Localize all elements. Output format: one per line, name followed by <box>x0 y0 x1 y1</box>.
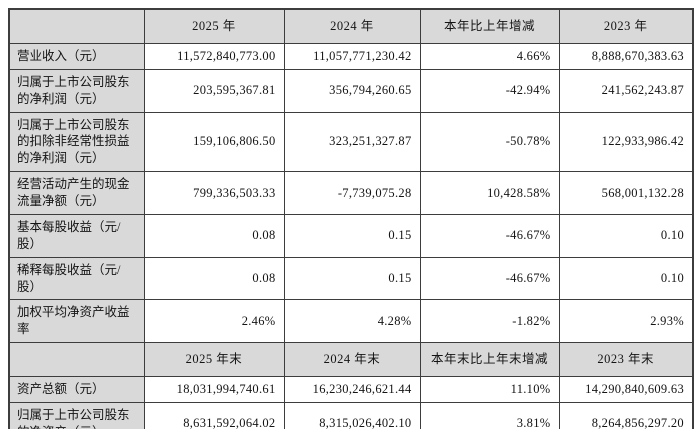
value-2024: 4.28% <box>283 299 421 344</box>
value-2024: 16,230,246,621.44 <box>283 376 421 403</box>
value-2024: 323,251,327.87 <box>283 111 421 173</box>
row-label: 营业收入（元） <box>8 42 145 70</box>
section1-header-2025: 2025 年 <box>143 8 285 44</box>
table-row-revenue: 营业收入（元） 11,572,840,773.00 11,057,771,230… <box>8 42 694 70</box>
value-2023: 8,888,670,383.63 <box>558 42 694 70</box>
value-2023: 0.10 <box>558 213 694 258</box>
value-change: 11.10% <box>419 376 560 403</box>
table-row-basic-eps: 基本每股收益（元/股） 0.08 0.15 -46.67% 0.10 <box>8 213 694 258</box>
value-2024: 11,057,771,230.42 <box>283 42 421 70</box>
section2-header-2024-end: 2024 年末 <box>283 342 421 377</box>
section1-header-row: 2025 年 2024 年 本年比上年增减 2023 年 <box>8 8 694 44</box>
section2-header-row: 2025 年末 2024 年末 本年末比上年末增减 2023 年末 <box>8 342 694 377</box>
value-2024: -7,739,075.28 <box>283 171 421 215</box>
section1-header-blank <box>8 8 145 44</box>
value-2025: 203,595,367.81 <box>143 68 285 113</box>
value-2025: 799,336,503.33 <box>143 171 285 215</box>
row-label: 稀释每股收益（元/股） <box>8 256 145 301</box>
row-label: 资产总额（元） <box>8 376 145 403</box>
value-2023: 14,290,840,609.63 <box>558 376 694 403</box>
row-label: 加权平均净资产收益率 <box>8 299 145 344</box>
value-change: -46.67% <box>419 213 560 258</box>
section1-header-change: 本年比上年增减 <box>419 8 560 44</box>
table-row-weighted-roe: 加权平均净资产收益率 2.46% 4.28% -1.82% 2.93% <box>8 299 694 344</box>
value-2025: 8,631,592,064.02 <box>143 401 285 429</box>
value-2023: 2.93% <box>558 299 694 344</box>
value-2025: 0.08 <box>143 256 285 301</box>
row-label: 归属于上市公司股东的净利润（元） <box>8 68 145 113</box>
section2-header-blank <box>8 342 145 377</box>
table-row-net-profit: 归属于上市公司股东的净利润（元） 203,595,367.81 356,794,… <box>8 68 694 113</box>
value-2023: 122,933,986.42 <box>558 111 694 173</box>
row-label: 基本每股收益（元/股） <box>8 213 145 258</box>
value-2024: 8,315,026,402.10 <box>283 401 421 429</box>
table-row-operating-cash-flow: 经营活动产生的现金流量净额（元） 799,336,503.33 -7,739,0… <box>8 171 694 215</box>
row-label: 经营活动产生的现金流量净额（元） <box>8 171 145 215</box>
value-change: -1.82% <box>419 299 560 344</box>
value-2025: 0.08 <box>143 213 285 258</box>
section1-header-2024: 2024 年 <box>283 8 421 44</box>
value-2025: 18,031,994,740.61 <box>143 376 285 403</box>
value-change: 3.81% <box>419 401 560 429</box>
table-row-total-assets: 资产总额（元） 18,031,994,740.61 16,230,246,621… <box>8 376 694 403</box>
value-2023: 0.10 <box>558 256 694 301</box>
value-2024: 0.15 <box>283 256 421 301</box>
value-2024: 356,794,260.65 <box>283 68 421 113</box>
row-label: 归属于上市公司股东的净资产（元） <box>8 401 145 429</box>
table-row-diluted-eps: 稀释每股收益（元/股） 0.08 0.15 -46.67% 0.10 <box>8 256 694 301</box>
value-change: 4.66% <box>419 42 560 70</box>
value-change: -42.94% <box>419 68 560 113</box>
financial-summary-table: 2025 年 2024 年 本年比上年增减 2023 年 营业收入（元） 11,… <box>8 8 694 429</box>
value-2023: 241,562,243.87 <box>558 68 694 113</box>
value-2023: 8,264,856,297.20 <box>558 401 694 429</box>
section2-header-2023-end: 2023 年末 <box>558 342 694 377</box>
section2-header-2025-end: 2025 年末 <box>143 342 285 377</box>
value-change: -50.78% <box>419 111 560 173</box>
section2-header-change: 本年末比上年末增减 <box>419 342 560 377</box>
value-change: -46.67% <box>419 256 560 301</box>
row-label: 归属于上市公司股东的扣除非经常性损益的净利润（元） <box>8 111 145 173</box>
table-row-deducted-net-profit: 归属于上市公司股东的扣除非经常性损益的净利润（元） 159,106,806.50… <box>8 111 694 173</box>
section1-header-2023: 2023 年 <box>558 8 694 44</box>
value-2023: 568,001,132.28 <box>558 171 694 215</box>
value-2025: 11,572,840,773.00 <box>143 42 285 70</box>
value-2024: 0.15 <box>283 213 421 258</box>
value-change: 10,428.58% <box>419 171 560 215</box>
value-2025: 2.46% <box>143 299 285 344</box>
value-2025: 159,106,806.50 <box>143 111 285 173</box>
table-row-net-assets: 归属于上市公司股东的净资产（元） 8,631,592,064.02 8,315,… <box>8 401 694 429</box>
